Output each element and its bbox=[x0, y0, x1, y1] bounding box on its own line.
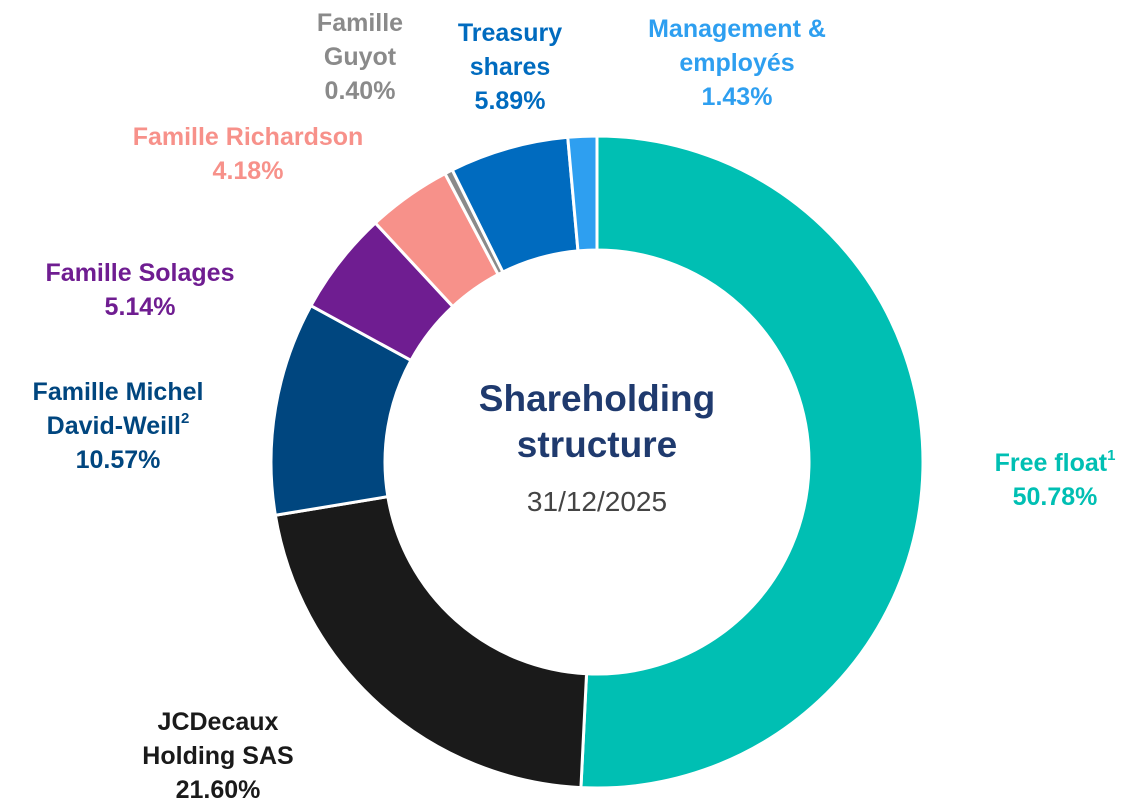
slice-label: Famille Guyot 0.40% bbox=[300, 6, 420, 108]
slice-label: Famille Michel David-Weill2 10.57% bbox=[8, 375, 228, 477]
category-name: Management & employés bbox=[648, 15, 826, 77]
slice-label: Treasury shares 5.89% bbox=[440, 16, 580, 118]
value-label: 10.57% bbox=[75, 446, 161, 474]
slice-label: Famille Richardson 4.18% bbox=[98, 120, 398, 188]
category-name: Famille Guyot bbox=[316, 9, 404, 71]
value-label: 0.40% bbox=[324, 77, 396, 105]
slice-label: JCDecaux Holding SAS 21.60% bbox=[118, 705, 318, 807]
slice-label: Famille Solages 5.14% bbox=[10, 256, 270, 324]
footnote-marker: 2 bbox=[180, 410, 190, 427]
footnote-marker: 1 bbox=[1107, 447, 1116, 464]
value-label: 4.18% bbox=[212, 157, 284, 185]
donut-slice bbox=[273, 494, 589, 790]
category-name: Famille Solages bbox=[45, 259, 235, 287]
chart-title: Shareholding structure bbox=[478, 378, 716, 465]
value-label: 21.60% bbox=[175, 776, 261, 804]
slice-label: Free float1 50.78% bbox=[955, 446, 1134, 514]
value-label: 1.43% bbox=[701, 83, 773, 111]
donut-slice bbox=[566, 134, 599, 253]
value-label: 5.14% bbox=[104, 293, 176, 321]
chart-subtitle: 31/12/2025 bbox=[526, 486, 668, 517]
slice-label: Management & employés 1.43% bbox=[617, 12, 857, 114]
value-label: 50.78% bbox=[1012, 483, 1098, 511]
donut-slice bbox=[579, 134, 925, 790]
category-name: Free float bbox=[994, 449, 1108, 477]
category-name: Famille Richardson bbox=[132, 123, 364, 151]
value-label: 5.89% bbox=[474, 87, 546, 115]
category-name: JCDecaux Holding SAS bbox=[142, 708, 294, 770]
category-name: Treasury shares bbox=[457, 19, 563, 81]
category-name: Famille Michel David-Weill bbox=[32, 378, 204, 440]
